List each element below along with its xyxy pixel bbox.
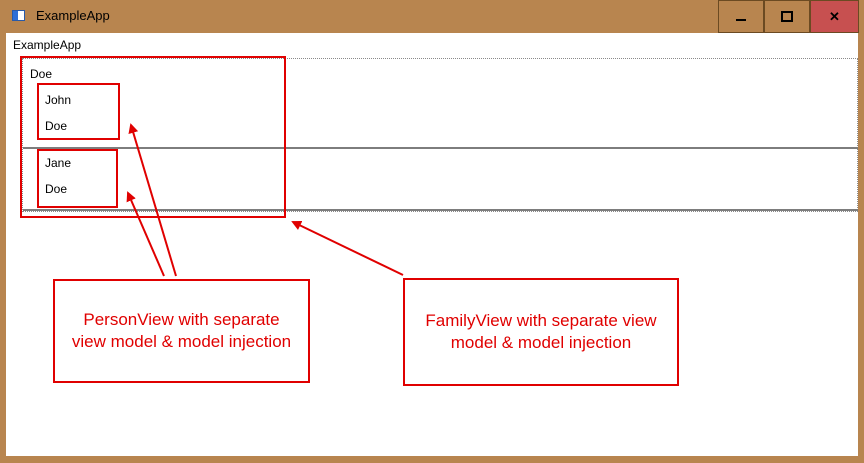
window-title: ExampleApp: [36, 8, 110, 23]
title-bar[interactable]: ExampleApp ✕: [0, 0, 864, 33]
family-view-annotation: FamilyView with separate view model & mo…: [403, 278, 679, 386]
person-first-name: John: [45, 93, 72, 107]
person-view-annotation-text: PersonView with separate view model & mo…: [71, 310, 292, 351]
maximize-button[interactable]: [764, 0, 810, 33]
close-button[interactable]: ✕: [810, 0, 859, 33]
minimize-button[interactable]: [718, 0, 764, 33]
person-view-highlight: [37, 83, 120, 140]
arrow-to-person-view-2: [126, 191, 165, 277]
family-view-annotation-text: FamilyView with separate view model & mo…: [425, 311, 657, 352]
family-view: Doe John Doe Jane Doe: [22, 58, 858, 212]
person-view-highlight: [37, 149, 118, 208]
minimize-icon: [736, 18, 746, 21]
person-last-name: Doe: [45, 182, 68, 196]
person-first-name: Jane: [45, 156, 72, 170]
maximize-icon: [781, 11, 793, 22]
family-view-highlight: [20, 56, 286, 218]
family-last-name: Doe: [30, 67, 53, 81]
content-caption: ExampleApp: [13, 38, 82, 52]
arrow-to-person-view-1: [128, 123, 177, 277]
person-separator: [23, 209, 858, 211]
person-separator: [23, 147, 858, 149]
arrow-to-family-view: [291, 220, 404, 276]
person-view-annotation: PersonView with separate view model & mo…: [53, 279, 310, 383]
person-last-name: Doe: [45, 119, 68, 133]
close-icon: ✕: [829, 8, 840, 24]
app-icon[interactable]: [12, 10, 25, 21]
